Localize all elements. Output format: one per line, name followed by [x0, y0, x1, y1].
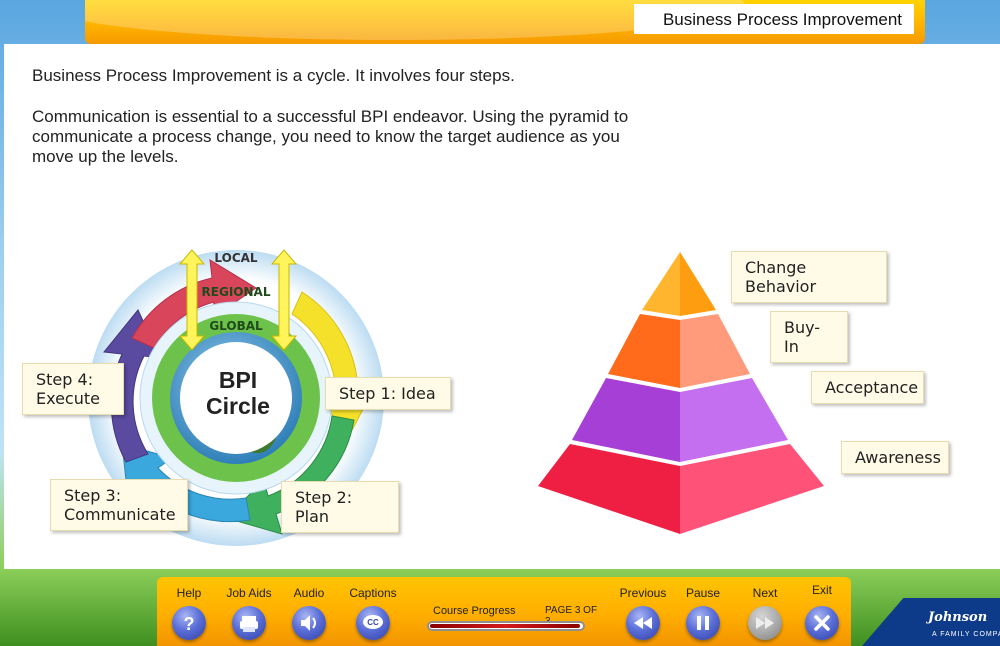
previous-control: Previous [615, 586, 671, 640]
pyramid-level-3-right [680, 378, 788, 462]
pause-control: Pause [679, 586, 727, 640]
audio-label: Audio [293, 586, 325, 600]
previous-button[interactable] [626, 606, 660, 640]
captions-control: Captions CC [345, 586, 401, 640]
center-disc [180, 342, 292, 454]
pyramid-level-3-left [572, 378, 680, 462]
captions-button[interactable]: CC [356, 606, 390, 640]
next-control: Next [741, 586, 789, 640]
pyramid-level-2-left [608, 314, 680, 388]
previous-label: Previous [619, 586, 667, 600]
job-aids-button[interactable] [232, 606, 266, 640]
step-3-label: Step 3: Communicate [50, 479, 188, 531]
exit-button[interactable] [805, 606, 839, 640]
next-label: Next [752, 586, 778, 600]
ring-label-local: LOCAL [214, 251, 258, 265]
help-label: Help [176, 586, 202, 600]
intro-line-2: Communication is essential to a successf… [32, 107, 629, 166]
pause-button[interactable] [686, 606, 720, 640]
bpi-circle-diagram: LOCAL REGIONAL GLOBAL BPI Circle [88, 249, 384, 546]
help-control: Help ? [165, 586, 213, 640]
pause-label: Pause [685, 586, 721, 600]
bpi-center-line1: BPI [219, 367, 257, 393]
question-icon: ? [184, 614, 195, 634]
intro-line-1: Business Process Improvement is a cycle.… [32, 66, 515, 85]
player-controls: Help ? Job Aids Audio Captions CC Course… [157, 577, 851, 646]
progress-track [427, 621, 585, 631]
captions-icon: CC [363, 615, 383, 629]
pyramid-level-4-right [680, 444, 824, 534]
pyramid-label-change-behavior: Change Behavior [731, 251, 887, 303]
job-aids-control: Job Aids [221, 586, 277, 640]
pyramid-label-awareness: Awareness [841, 441, 949, 474]
exit-control: Exit [798, 583, 846, 640]
page-title: Business Process Improvement [634, 4, 914, 34]
help-button[interactable]: ? [172, 606, 206, 640]
progress-fill [430, 624, 580, 628]
brand-tagline: A FAMILY COMPANY [932, 631, 1000, 638]
close-icon [814, 615, 830, 631]
bpi-center-line2: Circle [206, 393, 270, 419]
pyramid-level-2-right [680, 314, 750, 388]
communication-pyramid [538, 252, 824, 534]
svg-text:CC: CC [367, 618, 379, 627]
pyramid-label-buy-in: Buy-In [770, 311, 848, 363]
step-1-label: Step 1: Idea [325, 377, 451, 410]
pyramid-level-4-left [538, 444, 680, 534]
audio-button[interactable] [292, 606, 326, 640]
fast-forward-icon [756, 617, 774, 629]
captions-label: Captions [349, 586, 397, 600]
pyramid-label-acceptance: Acceptance [811, 371, 924, 404]
pyramid-level-1-left [642, 252, 680, 316]
next-button[interactable] [748, 606, 782, 640]
course-progress-label: Course Progress [433, 605, 516, 617]
brand-name: Johnson [928, 610, 988, 625]
level-arrows [178, 249, 298, 351]
ring-label-global: GLOBAL [209, 319, 263, 333]
audio-control: Audio [285, 586, 333, 640]
step-4-label: Step 4: Execute [22, 363, 124, 415]
job-aids-label: Job Aids [226, 586, 272, 600]
printer-icon [240, 616, 258, 632]
intro-text: Business Process Improvement is a cycle.… [32, 66, 652, 167]
brand-logo: Johnson A FAMILY COMPANY [862, 598, 1000, 646]
exit-label: Exit [811, 583, 832, 597]
pause-icon [697, 616, 709, 630]
rewind-icon [634, 617, 652, 629]
speaker-icon [301, 615, 316, 631]
step-2-label: Step 2: Plan [281, 481, 399, 533]
ring-label-regional: REGIONAL [202, 285, 271, 299]
pyramid-level-1-right [680, 252, 716, 316]
svg-text:?: ? [184, 614, 195, 634]
